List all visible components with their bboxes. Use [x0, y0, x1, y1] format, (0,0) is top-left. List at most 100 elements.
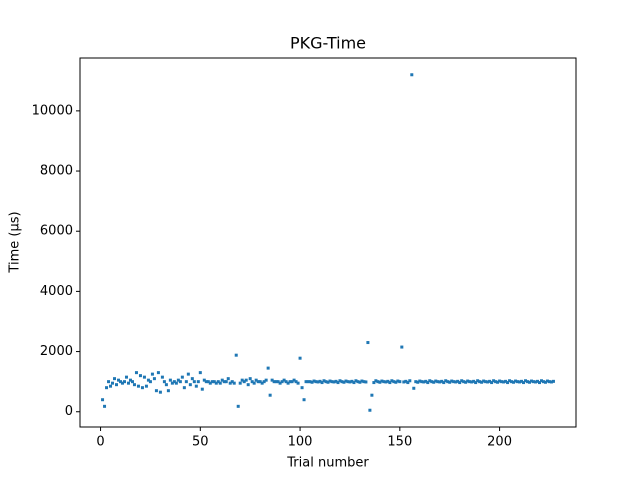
point [440, 379, 444, 383]
point [362, 380, 366, 384]
point [348, 380, 352, 384]
plot-frame [79, 57, 577, 428]
point [424, 379, 428, 383]
y-tick-label: 0 [65, 404, 73, 419]
point [154, 389, 158, 393]
point [530, 379, 534, 383]
point [364, 380, 368, 384]
point [532, 380, 536, 384]
point [144, 384, 148, 388]
point [472, 379, 476, 383]
point [152, 377, 156, 381]
point [470, 380, 474, 384]
point [432, 380, 436, 384]
point [366, 341, 370, 345]
point [338, 379, 342, 383]
point [482, 379, 486, 383]
point [346, 380, 350, 384]
point [196, 380, 200, 384]
point [322, 379, 326, 383]
point [370, 393, 374, 397]
point [208, 381, 212, 385]
point [350, 379, 354, 383]
point [541, 380, 545, 384]
point [468, 380, 472, 384]
point [288, 380, 292, 384]
point [312, 379, 316, 383]
point [105, 386, 109, 390]
point [496, 380, 500, 384]
point [448, 380, 452, 384]
point [236, 404, 240, 408]
point [330, 380, 334, 384]
point [242, 380, 246, 384]
point [547, 380, 551, 384]
point [280, 380, 284, 384]
point [316, 380, 320, 384]
point [218, 381, 222, 385]
point [164, 383, 168, 387]
point [422, 380, 426, 384]
point [172, 380, 176, 384]
point [232, 381, 236, 385]
point [274, 380, 278, 384]
point [539, 379, 543, 383]
point [320, 381, 324, 385]
point [222, 380, 226, 384]
point [109, 384, 113, 388]
point [204, 380, 208, 384]
point [500, 380, 504, 384]
point [160, 375, 164, 379]
point [414, 380, 418, 384]
point [498, 379, 502, 383]
point [454, 380, 458, 384]
point [128, 378, 132, 382]
point [182, 386, 186, 390]
point [304, 380, 308, 384]
point [384, 380, 388, 384]
point [107, 380, 111, 384]
point [390, 379, 394, 383]
point [543, 380, 547, 384]
x-tick-label: 200 [487, 435, 512, 450]
point [537, 381, 541, 385]
point [113, 377, 117, 381]
point [186, 372, 190, 376]
point [134, 371, 138, 375]
point [464, 380, 468, 384]
point [244, 378, 248, 382]
point [408, 379, 412, 383]
point [290, 380, 294, 384]
x-axis-label: Trial number [286, 456, 369, 471]
point [282, 378, 286, 382]
point [456, 379, 460, 383]
point [192, 380, 196, 384]
point [264, 378, 268, 382]
point [486, 380, 490, 384]
point [551, 379, 555, 383]
point [174, 381, 178, 385]
point [368, 408, 372, 412]
point [360, 379, 364, 383]
point [434, 379, 438, 383]
point [220, 378, 224, 382]
point [428, 379, 432, 383]
x-tick-label: 150 [387, 435, 412, 450]
point [176, 378, 180, 382]
point [300, 386, 304, 390]
point [324, 380, 328, 384]
point [506, 381, 510, 385]
point [382, 380, 386, 384]
point [262, 380, 266, 384]
point [198, 371, 202, 375]
point [386, 379, 390, 383]
point [533, 380, 537, 384]
point [372, 381, 376, 385]
point [178, 380, 182, 384]
point [442, 381, 446, 385]
point [340, 380, 344, 384]
point [412, 386, 416, 390]
point [266, 366, 270, 370]
point [416, 380, 420, 384]
point [286, 381, 290, 385]
